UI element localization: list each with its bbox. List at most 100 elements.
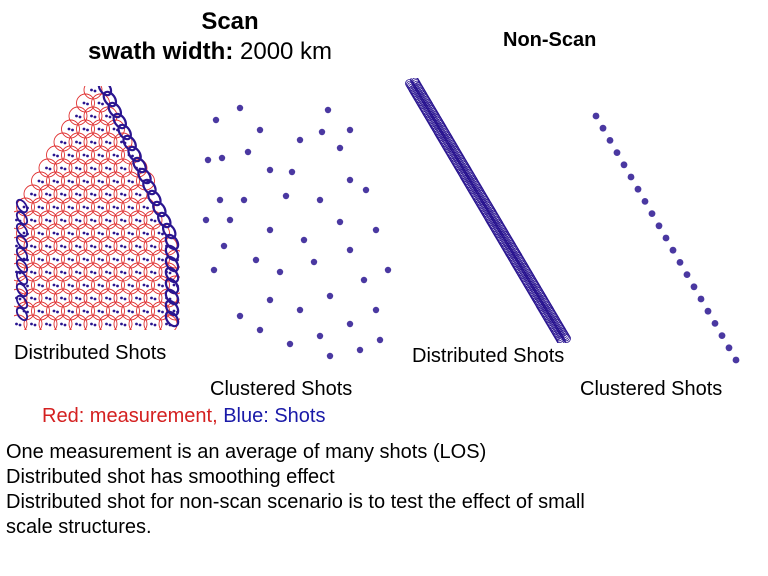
shot-dot bbox=[108, 115, 112, 119]
measurement-circle bbox=[143, 314, 163, 330]
shot-dot bbox=[71, 206, 74, 210]
shot-dot bbox=[120, 218, 123, 222]
shot-dot bbox=[592, 112, 600, 120]
shot-dot bbox=[127, 283, 131, 287]
shot-dot bbox=[112, 205, 116, 209]
shot-dot bbox=[620, 161, 628, 169]
shot-dot bbox=[360, 276, 368, 284]
shot-dot bbox=[127, 257, 131, 261]
measurement-circle bbox=[128, 184, 148, 204]
shot-dot bbox=[82, 179, 86, 183]
shot-dot bbox=[346, 176, 354, 184]
nonscan-clustered-label: Clustered Shots bbox=[580, 378, 723, 400]
shot-dot bbox=[45, 218, 48, 222]
measurement-circle bbox=[113, 210, 133, 230]
measurement-circle bbox=[143, 236, 163, 256]
measurement-circle bbox=[68, 132, 88, 152]
legend-measurement: Red: measurement, bbox=[42, 405, 218, 427]
shot-dot bbox=[123, 219, 127, 223]
shot-dot bbox=[634, 185, 642, 193]
shot-dot bbox=[120, 244, 123, 248]
shot-dot bbox=[356, 346, 364, 354]
shot-dot bbox=[161, 310, 164, 314]
shot-dot bbox=[282, 192, 290, 200]
shot-dot bbox=[48, 271, 52, 275]
measurement-circle bbox=[136, 223, 155, 243]
shot-dot bbox=[63, 219, 67, 223]
shot-dot bbox=[86, 232, 89, 236]
shot-dot bbox=[641, 198, 649, 205]
measurement-circle bbox=[136, 197, 155, 217]
shot-dot bbox=[75, 270, 78, 274]
shot-dot bbox=[316, 196, 324, 204]
shot-dot bbox=[93, 115, 97, 119]
measurement-circle bbox=[143, 210, 163, 230]
shot-dot bbox=[266, 226, 274, 234]
shot-dot bbox=[108, 323, 112, 327]
measurement-circle bbox=[106, 301, 125, 321]
measurement-circle bbox=[83, 106, 103, 126]
shot-dot bbox=[216, 196, 224, 204]
shot-dot bbox=[655, 222, 663, 230]
shot-dot bbox=[86, 128, 89, 132]
shot-dot bbox=[153, 271, 157, 275]
shot-dot bbox=[75, 244, 78, 248]
scan-distributed-label: Distributed Shots bbox=[14, 342, 167, 364]
measurement-circle bbox=[151, 275, 170, 295]
shot-dot bbox=[93, 193, 97, 197]
shot-circle bbox=[562, 334, 571, 343]
measurement-circle bbox=[76, 93, 95, 113]
scan-edge-arc bbox=[164, 310, 180, 328]
note-line: Distributed shot for non-scan scenario i… bbox=[6, 491, 585, 513]
measurement-circle bbox=[23, 210, 43, 230]
measurement-circle bbox=[98, 314, 118, 330]
shot-dot bbox=[15, 322, 18, 326]
scan-edge-arc bbox=[164, 299, 180, 317]
shot-dot bbox=[613, 149, 621, 156]
scan-edge-arc bbox=[147, 189, 162, 207]
shot-dot bbox=[105, 114, 108, 118]
shot-dot bbox=[52, 179, 56, 183]
shot-dot bbox=[15, 244, 18, 248]
scan-edge-arc bbox=[15, 222, 29, 238]
shot-dot bbox=[75, 114, 78, 118]
shot-dot bbox=[127, 179, 131, 183]
measurement-circle bbox=[61, 119, 80, 139]
scan-edge-arc bbox=[107, 101, 123, 119]
shot-dot bbox=[142, 231, 146, 235]
nonscan-title: Non-Scan bbox=[503, 29, 597, 51]
measurement-circle bbox=[46, 145, 65, 165]
measurement-circle bbox=[46, 223, 65, 243]
shot-dot bbox=[86, 258, 89, 262]
shot-dot bbox=[212, 116, 220, 124]
shot-dot bbox=[346, 246, 354, 254]
shot-dot bbox=[135, 322, 138, 326]
measurement-circle bbox=[53, 314, 73, 330]
measurement-circle bbox=[106, 249, 125, 269]
measurement-circle bbox=[106, 197, 125, 217]
shot-dot bbox=[75, 192, 78, 196]
shot-dot bbox=[67, 153, 71, 157]
shot-dot bbox=[336, 144, 344, 152]
shot-dot bbox=[18, 323, 22, 327]
measurement-circle bbox=[23, 314, 43, 330]
measurement-circle bbox=[61, 249, 80, 269]
shot-dot bbox=[236, 312, 244, 320]
measurement-circle bbox=[76, 171, 95, 191]
scan-edge-arc bbox=[15, 234, 29, 250]
shot-dot bbox=[45, 322, 48, 326]
measurement-circle bbox=[16, 249, 35, 269]
scan-edge-arc bbox=[157, 211, 172, 229]
measurement-circle bbox=[31, 197, 50, 217]
shot-dot bbox=[37, 179, 41, 183]
shot-dot bbox=[30, 192, 33, 196]
measurement-circle bbox=[91, 197, 110, 217]
shot-dot bbox=[63, 193, 67, 197]
shot-dot bbox=[123, 245, 127, 249]
scan-edge-arc bbox=[15, 246, 29, 262]
shot-dot bbox=[142, 205, 146, 209]
legend-shots: Blue: Shots bbox=[223, 405, 326, 427]
scan-edge-arc bbox=[102, 90, 118, 108]
measurement-circle bbox=[136, 275, 155, 295]
measurement-circle bbox=[83, 210, 103, 230]
